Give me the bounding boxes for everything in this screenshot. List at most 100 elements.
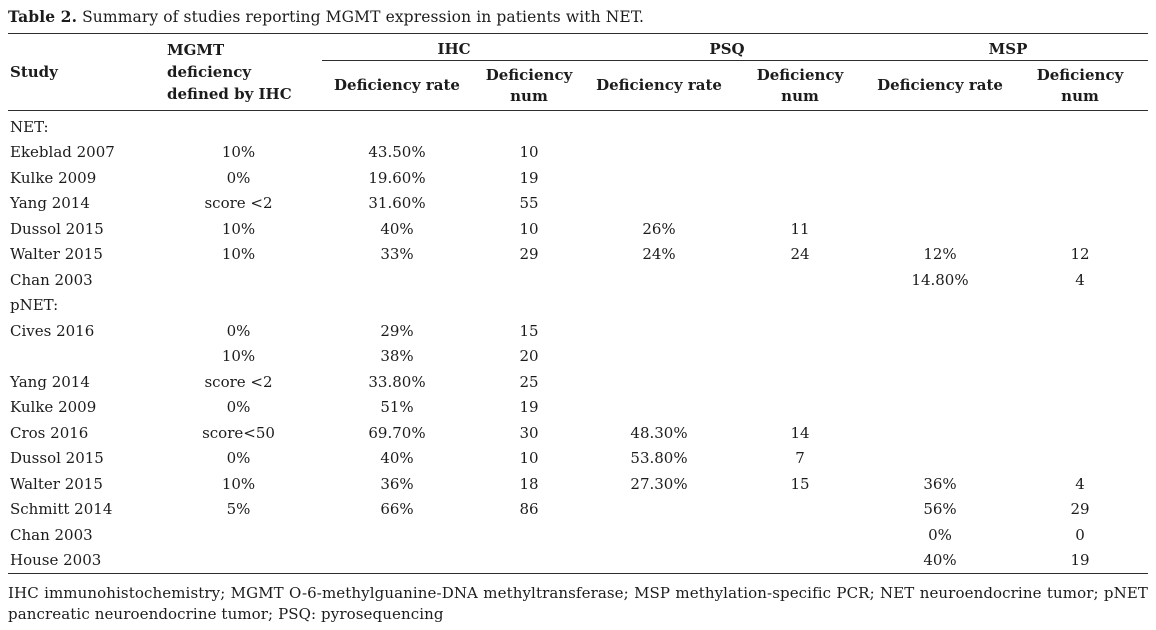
cell-psq-num: 14: [790, 423, 810, 442]
table-footnote: IHC immunohistochemistry; MGMT O-6-methy…: [8, 584, 1148, 623]
cell-psq-rate: 26%: [642, 219, 676, 238]
cell-msp-num: [1012, 216, 1148, 242]
cell-msp-rate: 36%: [923, 474, 957, 493]
cell-mgmt: 10%: [221, 474, 256, 493]
page: Table 2. Summary of studies reporting MG…: [8, 0, 1149, 625]
cell-mgmt: 0%: [226, 449, 251, 468]
cell-ihc-num: 10: [519, 449, 539, 468]
table-row: Kulke 2009 0% 19.60% 19: [8, 165, 1148, 191]
cell-ihc-rate: 66%: [380, 500, 414, 519]
cell-psq-rate: [586, 522, 732, 548]
cell-psq-num: [732, 140, 868, 166]
cell-ihc-num: 19: [519, 168, 539, 187]
cell-study: NET:: [10, 117, 49, 136]
table-header: Study MGMT deficiency defined by IHC IHC…: [8, 33, 1149, 111]
cell-psq-rate: [586, 497, 732, 523]
cell-study: Yang 2014: [10, 194, 90, 213]
cell-mgmt: [155, 267, 322, 293]
cell-ihc-rate: 33.80%: [368, 372, 426, 391]
column-header-ihc-rate: Deficiency rate: [322, 60, 472, 111]
cell-study: Dussol 2015: [10, 219, 104, 238]
cell-psq-rate: [586, 267, 732, 293]
cell-ihc-num: 86: [519, 500, 539, 519]
cell-msp-rate: [868, 140, 1012, 166]
cell-mgmt: 10%: [221, 143, 256, 162]
table-row: Cives 2016 0% 29% 15: [8, 318, 1148, 344]
cell-psq-rate: [586, 140, 732, 166]
cell-mgmt: 0%: [226, 398, 251, 417]
cell-mgmt: [155, 548, 322, 574]
cell-psq-num: [732, 369, 868, 395]
cell-ihc-rate: 29%: [380, 321, 414, 340]
cell-psq-rate: [586, 548, 732, 574]
cell-psq-num: 7: [795, 449, 805, 468]
cell-psq-num: 24: [790, 245, 810, 264]
cell-ihc-rate: 43.50%: [368, 143, 426, 162]
cell-psq-num: [732, 165, 868, 191]
cell-msp-num: 19: [1070, 551, 1090, 570]
cell-msp-rate: 0%: [928, 525, 952, 544]
cell-msp-num: [1012, 191, 1148, 217]
table-row: Yang 2014 score <2 33.80% 25: [8, 369, 1148, 395]
cell-mgmt: 10%: [221, 347, 256, 366]
cell-mgmt: [155, 522, 322, 548]
cell-msp-num: [1012, 395, 1148, 421]
column-header-study: Study: [8, 33, 155, 111]
column-header-ihc-num: Deficiency num: [472, 60, 587, 111]
cell-msp-rate: [868, 293, 1012, 319]
cell-ihc-num: 10: [519, 143, 539, 162]
cell-psq-num: 15: [790, 474, 810, 493]
table-row: Yang 2014 score <2 31.60% 55: [8, 191, 1148, 217]
cell-study: Cros 2016: [10, 423, 89, 442]
table-row: Chan 2003 14.80% 4: [8, 267, 1148, 293]
cell-psq-rate: 53.80%: [630, 449, 688, 468]
cell-study: [8, 344, 155, 370]
cell-psq-num: [732, 111, 868, 140]
table-row: Dussol 2015 10% 40% 10 26% 11: [8, 216, 1148, 242]
cell-psq-num: [732, 293, 868, 319]
cell-study: Chan 2003: [10, 525, 93, 544]
cell-psq-num: [732, 191, 868, 217]
table-row: Cros 2016 score<50 69.70% 30 48.30% 14: [8, 420, 1148, 446]
cell-ihc-num: [472, 293, 586, 319]
cell-mgmt: [155, 111, 322, 140]
cell-ihc-num: 29: [519, 245, 539, 264]
cell-psq-num: [732, 548, 868, 574]
cell-psq-num: [732, 522, 868, 548]
column-header-msp-rate: Deficiency rate: [868, 60, 1013, 111]
column-header-mgmt: MGMT deficiency defined by IHC: [155, 33, 322, 111]
table-caption-label: Table 2.: [8, 7, 78, 26]
cell-ihc-num: 10: [519, 219, 539, 238]
cell-ihc-rate: 51%: [380, 398, 414, 417]
cell-ihc-rate: [322, 548, 472, 574]
sub-header-row: Deficiency rate Deficiency num Deficienc…: [8, 60, 1149, 111]
cell-ihc-rate: 40%: [380, 219, 414, 238]
cell-ihc-num: [472, 267, 586, 293]
cell-msp-num: [1012, 344, 1148, 370]
cell-msp-rate: [868, 165, 1012, 191]
cell-psq-rate: [586, 111, 732, 140]
cell-msp-num: 0: [1075, 525, 1085, 544]
cell-study: Walter 2015: [10, 474, 103, 493]
cell-ihc-rate: [322, 111, 472, 140]
cell-ihc-num: 30: [519, 423, 539, 442]
cell-msp-num: [1012, 318, 1148, 344]
cell-ihc-num: 55: [519, 194, 539, 213]
cell-mgmt: score <2: [204, 194, 273, 213]
group-header-msp: MSP: [868, 33, 1149, 61]
cell-ihc-num: [472, 522, 586, 548]
cell-msp-rate: [868, 191, 1012, 217]
table-body: NET: Ekeblad 2007 10% 43.50% 10 Kulke 2009 0% 1…: [8, 111, 1148, 574]
cell-psq-num: [732, 497, 868, 523]
cell-msp-rate: 14.80%: [911, 270, 969, 289]
cell-psq-rate: [586, 344, 732, 370]
cell-msp-rate: [868, 216, 1012, 242]
cell-mgmt: score <2: [204, 372, 273, 391]
cell-ihc-rate: 69.70%: [368, 423, 426, 442]
table-row: Kulke 2009 0% 51% 19: [8, 395, 1148, 421]
cell-mgmt: 0%: [226, 321, 251, 340]
cell-mgmt: 5%: [226, 500, 251, 519]
cell-mgmt: score<50: [202, 423, 275, 442]
cell-mgmt: [155, 293, 322, 319]
cell-msp-rate: [868, 318, 1012, 344]
